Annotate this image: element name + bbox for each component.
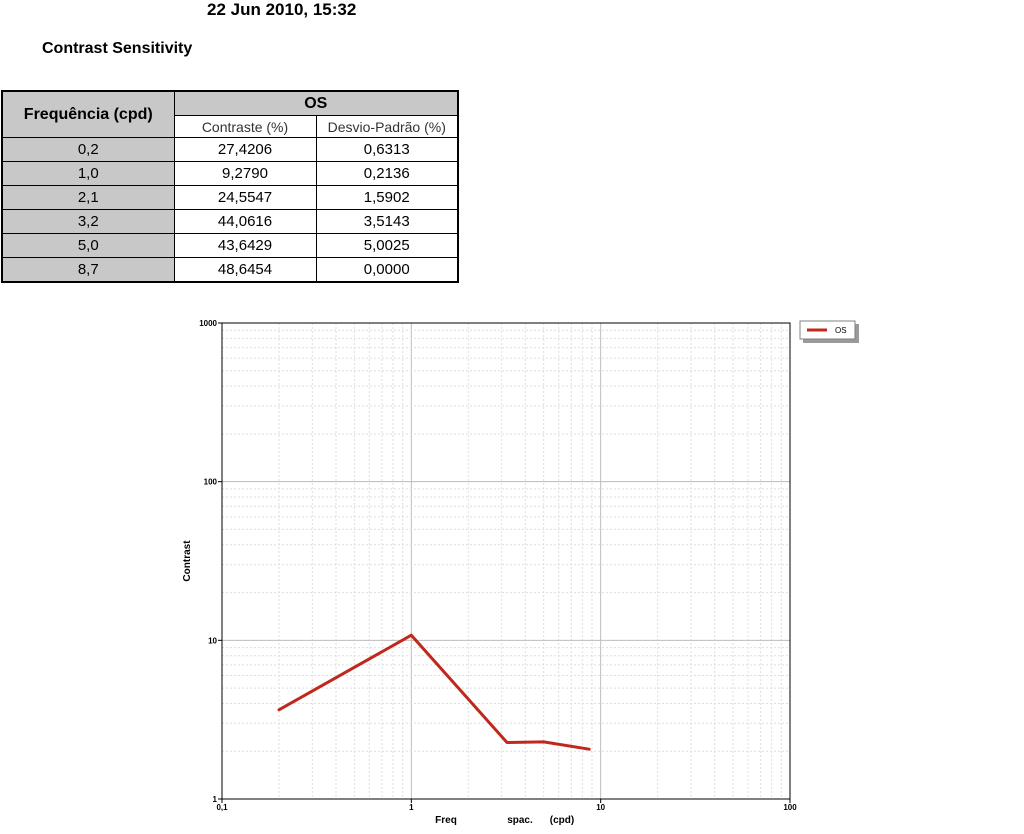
legend-box [799,320,856,340]
x-tick-label: 10 [596,803,605,812]
y-tick-label: 1 [213,795,218,804]
table-row: 3,2 44,0616 3,5143 [1,209,459,234]
x-axis-label-part: Freq [435,815,457,826]
table-body: 0,2 27,4206 0,6313 1,0 9,2790 0,2136 2,1 24,554… [1,137,459,283]
chart-grid [221,323,790,800]
chart-series [277,633,591,751]
table-row: 5,0 43,6429 5,0025 [1,233,459,258]
std-cell: 0,0000 [315,257,459,283]
table-row: 0,2 27,4206 0,6313 [1,137,459,162]
series-line-os [277,633,591,751]
y-axis-label: Contrast [182,540,193,582]
y-tick-label: 100 [204,478,218,487]
report-timestamp: 22 Jun 2010, 15:32 [207,0,357,19]
contrast-cell: 24,5547 [173,185,317,210]
legend-label: OS [835,326,847,335]
freq-cell: 5,0 [1,233,175,258]
contrast-cell: 48,6454 [173,257,317,283]
freq-column-header: Frequência (cpd) [1,90,175,138]
std-cell: 1,5902 [315,185,459,210]
freq-cell: 2,1 [1,185,175,210]
contrast-table: Frequência (cpd) OS Contraste (%) Desvio… [1,90,459,283]
x-axis-label-part: spac. [507,815,533,826]
x-tick-label: 1 [409,803,414,812]
contrast-cell: 43,6429 [173,233,317,258]
chart-legend: OS [799,320,859,343]
plot-frame [221,322,791,800]
std-cell: 3,5143 [315,209,459,234]
std-column-header: Desvio-Padrão (%) [315,115,459,138]
section-title: Contrast Sensitivity [42,40,193,57]
std-cell: 0,6313 [315,137,459,162]
y-tick-label: 10 [208,636,217,645]
freq-cell: 8,7 [1,257,175,283]
contrast-column-header: Contraste (%) [173,115,317,138]
x-tick-label: 100 [783,803,797,812]
x-tick-label: 0,1 [216,803,228,812]
x-axis-label: Freq spac. (cpd) [435,815,574,826]
std-cell: 5,0025 [315,233,459,258]
table-row: 8,7 48,6454 0,0000 [1,257,459,283]
y-tick-label: 1000 [199,319,217,328]
contrast-cell: 9,2790 [173,161,317,186]
table-row: 2,1 24,5547 1,5902 [1,185,459,210]
x-axis-label-part: (cpd) [550,815,574,826]
freq-cell: 3,2 [1,209,175,234]
